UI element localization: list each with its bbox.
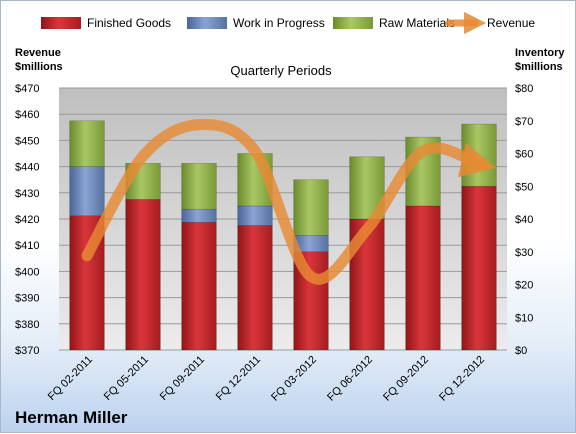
legend-label: Raw Materials — [379, 16, 455, 30]
bar-finished-goods — [461, 185, 497, 351]
revenue-line — [81, 119, 497, 285]
right-tick-label: $60 — [515, 149, 533, 161]
right-tick-label: $10 — [515, 312, 533, 324]
bar-raw-materials — [181, 163, 217, 210]
right-tick-label: $80 — [515, 83, 533, 95]
x-axis-ticks: FQ 02-2011 FQ 05-2011 FQ 09-2011 FQ 12-2011… — [46, 354, 487, 404]
x-tick-label: FQ 09-2011 — [158, 354, 207, 403]
chart-subtitle: Quarterly Periods — [230, 63, 332, 78]
left-axis-ticks: $370 $380 $390 $400 $410 $420 $430 $440 $450 $460… — [15, 83, 39, 357]
left-tick-label: $460 — [15, 109, 39, 121]
left-tick-label: $400 — [15, 266, 39, 278]
right-axis-ticks: $0 $10 $20 $30 $40 $50 $60 $70 $80 — [515, 83, 533, 357]
bar-raw-materials — [69, 120, 105, 167]
right-tick-label: $20 — [515, 280, 533, 292]
bar-finished-goods — [181, 221, 217, 351]
x-tick-label: FQ 09-2012 — [381, 354, 431, 404]
x-tick-label: FQ 12-2012 — [437, 354, 487, 404]
right-tick-label: $70 — [515, 116, 533, 128]
bar-raw-materials — [293, 179, 329, 236]
left-axis-title-line1: Revenue — [15, 47, 61, 59]
x-tick-label: FQ 05-2011 — [102, 354, 151, 403]
right-tick-label: $50 — [515, 181, 533, 193]
left-tick-label: $390 — [15, 293, 39, 305]
left-tick-label: $370 — [15, 345, 39, 357]
legend-label: Finished Goods — [87, 16, 171, 30]
legend: Finished Goods Work in Progress Raw Materi… — [41, 11, 535, 35]
right-tick-label: $40 — [515, 214, 533, 226]
right-tick-label: $30 — [515, 247, 533, 259]
left-tick-label: $380 — [15, 319, 39, 331]
x-tick-label: FQ 06-2012 — [325, 354, 375, 404]
right-axis-title-line1: Inventory — [515, 47, 565, 59]
left-tick-label: $440 — [15, 162, 39, 174]
x-tick-label: FQ 03-2012 — [269, 354, 319, 404]
bar-finished-goods — [405, 205, 441, 351]
left-tick-label: $450 — [15, 135, 39, 147]
x-tick-label: FQ 12-2011 — [214, 354, 263, 403]
legend-swatch — [333, 17, 373, 29]
left-axis-title-line2: $millions — [15, 61, 63, 73]
bar-finished-goods — [237, 225, 273, 351]
legend-swatch — [187, 17, 227, 29]
legend-label: Revenue — [487, 16, 535, 30]
right-axis-title-line2: $millions — [515, 61, 563, 73]
left-tick-label: $470 — [15, 83, 39, 95]
bar-work-in-progress — [237, 205, 273, 226]
right-tick-label: $0 — [515, 345, 527, 357]
left-tick-label: $430 — [15, 188, 39, 200]
left-tick-label: $410 — [15, 240, 39, 252]
bar-work-in-progress — [181, 208, 217, 223]
bar-work-in-progress — [69, 166, 105, 217]
company-name: Herman Miller — [15, 408, 128, 427]
x-tick-label: FQ 02-2011 — [46, 354, 95, 403]
bar-finished-goods — [125, 199, 161, 351]
legend-swatch — [41, 17, 81, 29]
legend-label: Work in Progress — [233, 16, 325, 30]
left-tick-label: $420 — [15, 214, 39, 226]
